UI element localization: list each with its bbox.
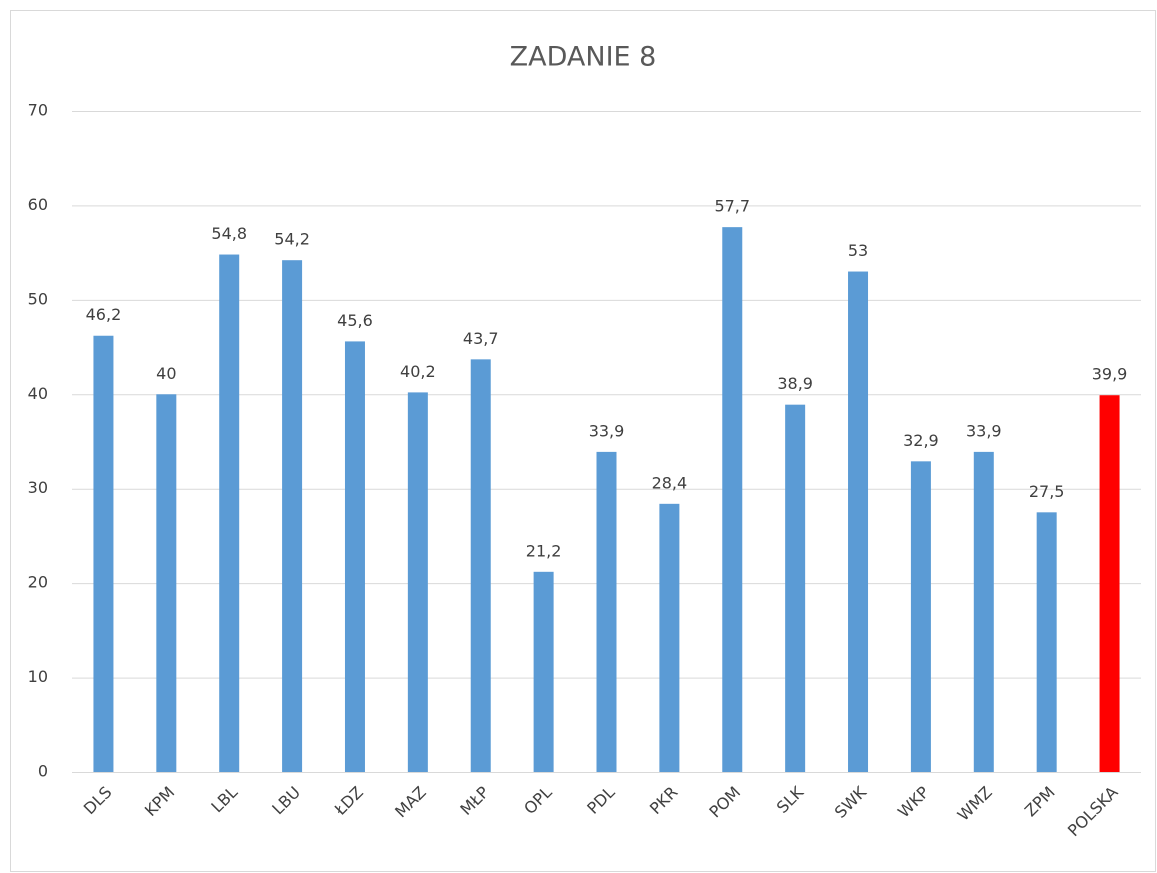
bar bbox=[533, 571, 554, 772]
y-tick-label: 0 bbox=[38, 762, 48, 781]
value-label: 43,7 bbox=[463, 329, 499, 348]
y-tick-label: 60 bbox=[28, 195, 48, 214]
bar bbox=[282, 260, 303, 772]
value-label: 32,9 bbox=[903, 431, 939, 450]
value-label: 33,9 bbox=[589, 421, 625, 440]
value-label: 57,7 bbox=[714, 197, 750, 216]
bar bbox=[344, 341, 365, 772]
y-tick-label: 50 bbox=[28, 289, 48, 308]
bar bbox=[910, 461, 931, 772]
bar bbox=[1099, 395, 1120, 772]
y-tick-label: 20 bbox=[28, 573, 48, 592]
bar bbox=[848, 271, 869, 772]
value-label: 45,6 bbox=[337, 311, 373, 330]
bar bbox=[722, 227, 743, 772]
value-label: 27,5 bbox=[1029, 482, 1065, 501]
value-label: 54,8 bbox=[211, 224, 247, 243]
value-label: 54,2 bbox=[274, 230, 310, 249]
y-tick-label: 30 bbox=[28, 478, 48, 497]
chart-title: ZADANIE 8 bbox=[510, 42, 657, 73]
bar bbox=[1036, 512, 1057, 772]
bar bbox=[470, 359, 491, 772]
bar bbox=[596, 451, 617, 772]
y-tick-label: 40 bbox=[28, 384, 48, 403]
y-tick-label: 10 bbox=[28, 667, 48, 686]
value-label: 38,9 bbox=[777, 374, 813, 393]
bar bbox=[973, 451, 994, 772]
value-label: 53 bbox=[848, 241, 868, 260]
bar bbox=[407, 392, 428, 772]
bar bbox=[93, 335, 114, 772]
value-label: 46,2 bbox=[86, 305, 122, 324]
value-label: 40 bbox=[156, 364, 176, 383]
value-label: 39,9 bbox=[1092, 365, 1128, 384]
value-label: 40,2 bbox=[400, 362, 436, 381]
bar bbox=[156, 394, 177, 772]
value-label: 21,2 bbox=[526, 541, 562, 560]
y-tick-label: 70 bbox=[28, 101, 48, 120]
value-label: 28,4 bbox=[652, 473, 688, 492]
bar bbox=[219, 254, 240, 772]
value-label: 33,9 bbox=[966, 421, 1002, 440]
chart-border bbox=[10, 10, 1156, 872]
bar bbox=[659, 503, 680, 772]
bar bbox=[785, 404, 806, 772]
